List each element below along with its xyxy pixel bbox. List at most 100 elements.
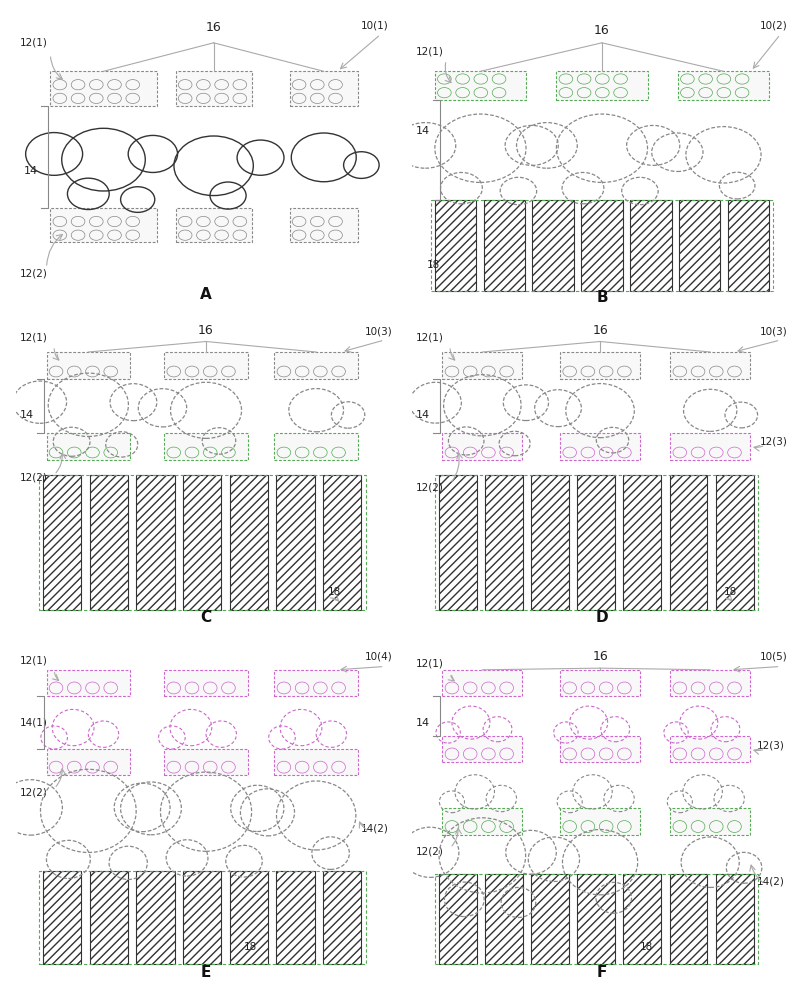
Text: 10(2): 10(2) bbox=[760, 21, 788, 31]
Text: 10(5): 10(5) bbox=[760, 652, 788, 662]
Text: C: C bbox=[200, 610, 212, 625]
Bar bbox=[560, 352, 640, 379]
Bar bbox=[679, 200, 721, 291]
Bar bbox=[50, 71, 157, 105]
Bar bbox=[557, 71, 647, 100]
Text: 18: 18 bbox=[427, 260, 440, 270]
Text: 10(4): 10(4) bbox=[364, 652, 392, 662]
Bar bbox=[671, 433, 750, 460]
Bar bbox=[275, 670, 358, 696]
Bar bbox=[164, 433, 248, 460]
Text: 12(2): 12(2) bbox=[416, 847, 444, 857]
Text: 14: 14 bbox=[416, 126, 430, 136]
Text: B: B bbox=[596, 290, 608, 305]
Text: 12(1): 12(1) bbox=[416, 332, 444, 342]
Text: 16: 16 bbox=[592, 324, 608, 337]
Bar bbox=[435, 200, 476, 291]
Bar bbox=[289, 208, 358, 242]
Text: F: F bbox=[597, 965, 607, 980]
Bar bbox=[443, 736, 522, 762]
Bar bbox=[439, 874, 477, 964]
Bar bbox=[276, 475, 314, 610]
Text: 12(1): 12(1) bbox=[20, 655, 48, 665]
Bar bbox=[431, 200, 772, 291]
Text: 12(1): 12(1) bbox=[416, 46, 444, 56]
Text: 16: 16 bbox=[198, 324, 214, 337]
Text: 16: 16 bbox=[206, 21, 221, 34]
Bar bbox=[485, 874, 523, 964]
Text: 12(1): 12(1) bbox=[20, 332, 48, 342]
Bar bbox=[624, 475, 661, 610]
Bar bbox=[531, 874, 569, 964]
Bar bbox=[581, 200, 623, 291]
Bar bbox=[435, 71, 526, 100]
Bar bbox=[39, 475, 365, 610]
Bar bbox=[560, 808, 640, 835]
Bar bbox=[175, 208, 251, 242]
Bar bbox=[716, 475, 754, 610]
Bar bbox=[289, 71, 358, 105]
Bar bbox=[137, 475, 175, 610]
Bar bbox=[183, 475, 221, 610]
Bar bbox=[164, 352, 248, 379]
Bar bbox=[275, 352, 358, 379]
Text: 14: 14 bbox=[23, 166, 38, 176]
Bar bbox=[47, 433, 130, 460]
Text: 14(2): 14(2) bbox=[756, 876, 785, 886]
Bar bbox=[229, 871, 268, 964]
Bar bbox=[435, 874, 758, 964]
Text: 12(2): 12(2) bbox=[20, 473, 48, 483]
Bar bbox=[716, 874, 754, 964]
Bar bbox=[164, 670, 248, 696]
Bar bbox=[670, 475, 707, 610]
Bar bbox=[532, 200, 574, 291]
Bar bbox=[483, 200, 525, 291]
Bar bbox=[624, 874, 661, 964]
Bar bbox=[275, 749, 358, 775]
Bar bbox=[90, 475, 128, 610]
Text: 16: 16 bbox=[592, 650, 608, 663]
Bar bbox=[670, 874, 707, 964]
Bar bbox=[47, 352, 130, 379]
Text: 14(1): 14(1) bbox=[20, 718, 48, 728]
Bar bbox=[323, 871, 361, 964]
Bar bbox=[43, 871, 82, 964]
Bar bbox=[443, 808, 522, 835]
Bar bbox=[671, 808, 750, 835]
Text: 14: 14 bbox=[416, 718, 430, 728]
Bar bbox=[728, 200, 769, 291]
Bar bbox=[678, 71, 769, 100]
Text: 18: 18 bbox=[723, 587, 737, 597]
Text: 10(3): 10(3) bbox=[760, 326, 788, 336]
Bar bbox=[560, 433, 640, 460]
Bar bbox=[90, 871, 128, 964]
Bar bbox=[671, 352, 750, 379]
Bar bbox=[275, 433, 358, 460]
Bar bbox=[671, 736, 750, 762]
Bar bbox=[560, 670, 640, 696]
Text: 14: 14 bbox=[20, 410, 34, 420]
Bar bbox=[323, 475, 361, 610]
Bar bbox=[47, 749, 130, 775]
Text: 16: 16 bbox=[594, 24, 610, 37]
Bar bbox=[175, 71, 251, 105]
Text: 10(3): 10(3) bbox=[364, 326, 392, 336]
Bar bbox=[439, 475, 477, 610]
Text: 12(2): 12(2) bbox=[20, 787, 48, 797]
Text: A: A bbox=[200, 287, 212, 302]
Bar bbox=[47, 670, 130, 696]
Text: 12(3): 12(3) bbox=[760, 437, 788, 447]
Bar bbox=[578, 874, 615, 964]
Text: 18: 18 bbox=[327, 587, 341, 597]
Bar bbox=[183, 871, 221, 964]
Text: 18: 18 bbox=[244, 942, 257, 952]
Text: E: E bbox=[201, 965, 211, 980]
Text: 12(2): 12(2) bbox=[20, 268, 48, 278]
Bar bbox=[630, 200, 671, 291]
Bar bbox=[39, 871, 365, 964]
Text: 14: 14 bbox=[416, 410, 430, 420]
Bar bbox=[485, 475, 523, 610]
Text: 12(2): 12(2) bbox=[416, 482, 444, 492]
Bar bbox=[137, 871, 175, 964]
Bar bbox=[43, 475, 82, 610]
